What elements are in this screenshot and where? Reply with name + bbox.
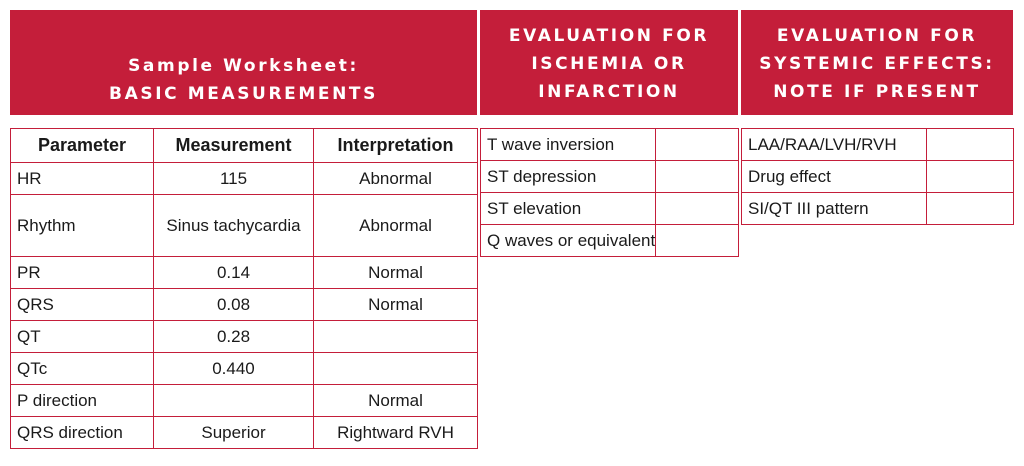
column-header-parameter: Parameter: [10, 128, 154, 163]
column-header-interpretation: Interpretation: [313, 128, 478, 163]
interpretation-cell: Abnormal: [313, 194, 478, 257]
interpretation-cell: Rightward RVH: [313, 416, 478, 449]
parameter-cell: QTc: [10, 352, 154, 385]
interpretation-cell: Abnormal: [313, 162, 478, 195]
header-basic-line1: Sample Worksheet:: [128, 56, 359, 76]
table-row: Drug effect: [741, 160, 1014, 193]
table-row: ST depression: [480, 160, 739, 193]
table-row: Rhythm Sinus tachycardia Abnormal: [10, 194, 478, 257]
parameter-cell: Rhythm: [10, 194, 154, 257]
measurement-cell: 0.14: [153, 256, 314, 289]
effect-label: SI/QT III pattern: [741, 192, 927, 225]
table-row: T wave inversion: [480, 128, 739, 161]
table-row: P direction Normal: [10, 384, 478, 417]
header-basic-line2: BASIC MEASUREMENTS: [109, 84, 378, 104]
measurement-cell: 0.440: [153, 352, 314, 385]
header-ischemia-line3: INFARCTION: [538, 82, 680, 102]
finding-label: T wave inversion: [480, 128, 656, 161]
effect-label: LAA/RAA/LVH/RVH: [741, 128, 927, 161]
measurement-cell: 0.28: [153, 320, 314, 353]
table-row: QRS direction Superior Rightward RVH: [10, 416, 478, 449]
table-row: QT 0.28: [10, 320, 478, 353]
header-systemic: EVALUATION FOR SYSTEMIC EFFECTS: NOTE IF…: [741, 10, 1013, 115]
table-row: PR 0.14 Normal: [10, 256, 478, 289]
parameter-cell: QRS direction: [10, 416, 154, 449]
table-row: QRS 0.08 Normal: [10, 288, 478, 321]
effect-value-cell[interactable]: [926, 192, 1014, 225]
parameter-cell: P direction: [10, 384, 154, 417]
parameter-cell: PR: [10, 256, 154, 289]
basic-measurements-table: Parameter Measurement Interpretation HR …: [10, 128, 478, 449]
ischemia-table: T wave inversion ST depression ST elevat…: [480, 128, 739, 257]
table-row: ST elevation: [480, 192, 739, 225]
parameter-cell: QT: [10, 320, 154, 353]
header-systemic-line1: EVALUATION FOR: [776, 26, 978, 46]
effect-value-cell[interactable]: [926, 128, 1014, 161]
table-header-row: Parameter Measurement Interpretation: [10, 128, 478, 163]
effect-value-cell[interactable]: [926, 160, 1014, 193]
measurement-cell: Superior: [153, 416, 314, 449]
parameter-cell: HR: [10, 162, 154, 195]
header-systemic-line3: NOTE IF PRESENT: [773, 82, 981, 102]
finding-value-cell[interactable]: [655, 160, 739, 193]
table-row: HR 115 Abnormal: [10, 162, 478, 195]
finding-value-cell[interactable]: [655, 192, 739, 225]
header-ischemia-line1: EVALUATION FOR: [508, 26, 710, 46]
finding-value-cell[interactable]: [655, 224, 739, 257]
table-row: SI/QT III pattern: [741, 192, 1014, 225]
interpretation-cell: [313, 352, 478, 385]
interpretation-cell: Normal: [313, 256, 478, 289]
interpretation-cell: Normal: [313, 384, 478, 417]
systemic-effects-table: LAA/RAA/LVH/RVH Drug effect SI/QT III pa…: [741, 128, 1014, 225]
effect-label: Drug effect: [741, 160, 927, 193]
finding-value-cell[interactable]: [655, 128, 739, 161]
measurement-cell: [153, 384, 314, 417]
measurement-cell: Sinus tachycardia: [153, 194, 314, 257]
header-ischemia-line2: ISCHEMIA OR: [531, 54, 687, 74]
interpretation-cell: Normal: [313, 288, 478, 321]
measurement-cell: 0.08: [153, 288, 314, 321]
header-systemic-line2: SYSTEMIC EFFECTS:: [759, 54, 995, 74]
table-row: QTc 0.440: [10, 352, 478, 385]
finding-label: ST elevation: [480, 192, 656, 225]
header-basic-measurements: Sample Worksheet: BASIC MEASUREMENTS: [10, 10, 477, 115]
interpretation-cell: [313, 320, 478, 353]
table-row: Q waves or equivalent: [480, 224, 739, 257]
parameter-cell: QRS: [10, 288, 154, 321]
table-row: LAA/RAA/LVH/RVH: [741, 128, 1014, 161]
finding-label: ST depression: [480, 160, 656, 193]
finding-label: Q waves or equivalent: [480, 224, 656, 257]
measurement-cell: 115: [153, 162, 314, 195]
header-ischemia: EVALUATION FOR ISCHEMIA OR INFARCTION: [480, 10, 738, 115]
column-header-measurement: Measurement: [153, 128, 314, 163]
